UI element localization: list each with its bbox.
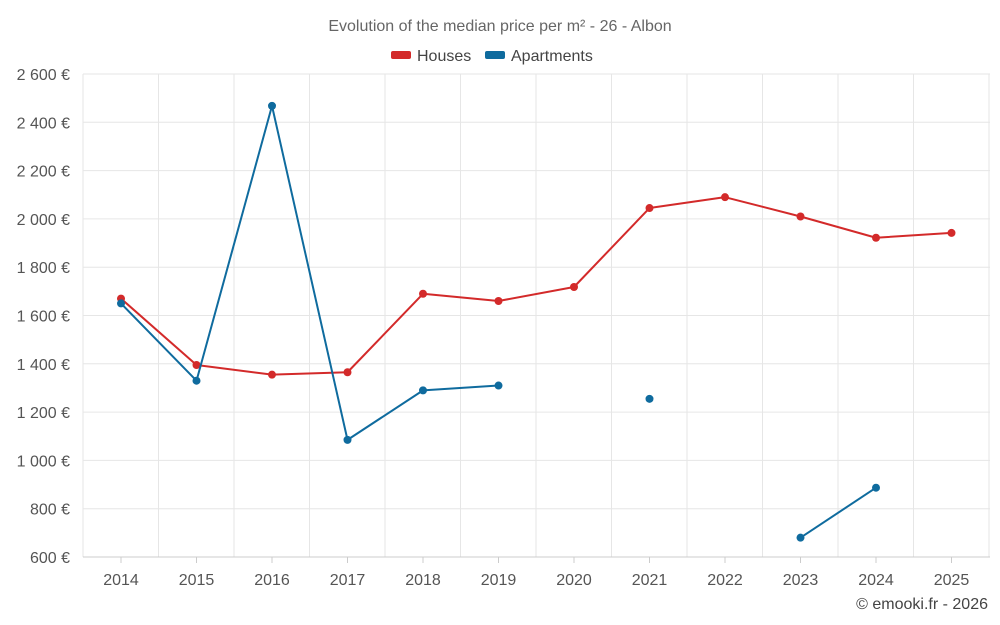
y-tick-label: 2 200 € — [17, 164, 70, 181]
data-point-apartments[interactable] — [872, 483, 880, 492]
legend: Houses Apartments — [391, 48, 593, 65]
x-tick-label: 2016 — [254, 572, 290, 589]
data-point-houses[interactable] — [796, 212, 805, 221]
x-tick-label: 2015 — [179, 572, 215, 589]
data-point-apartments[interactable] — [494, 381, 503, 390]
legend-item-apartments[interactable]: Apartments — [485, 48, 593, 65]
y-tick-label: 1 800 € — [17, 260, 70, 277]
legend-swatch-houses — [391, 51, 411, 59]
x-tick-label: 2020 — [556, 572, 592, 589]
y-tick-label: 800 € — [30, 502, 70, 519]
data-point-apartments[interactable] — [117, 299, 125, 308]
data-point-houses[interactable] — [494, 297, 503, 306]
grid — [82, 73, 990, 558]
x-tick-label: 2025 — [934, 572, 970, 589]
data-point-houses[interactable] — [872, 233, 880, 242]
x-tick-label: 2021 — [632, 572, 668, 589]
y-tick-label: 2 600 € — [17, 67, 70, 84]
x-tick-label: 2017 — [330, 572, 366, 589]
data-point-apartments[interactable] — [796, 533, 805, 542]
data-point-houses[interactable] — [645, 204, 654, 213]
y-tick-label: 1 400 € — [17, 357, 70, 374]
y-tick-label: 600 € — [30, 550, 70, 567]
chart-title: Evolution of the median price per m² - 2… — [328, 18, 671, 35]
series-line-houses — [120, 196, 952, 376]
x-tick-label: 2023 — [783, 572, 819, 589]
data-point-houses[interactable] — [570, 283, 578, 292]
legend-label-houses: Houses — [417, 48, 471, 65]
data-point-apartments[interactable] — [419, 386, 427, 395]
data-point-houses[interactable] — [343, 368, 352, 377]
series — [117, 101, 956, 542]
credit-text: © emooki.fr - 2026 — [856, 596, 988, 613]
data-point-apartments[interactable] — [343, 435, 352, 444]
axes: 600 € 800 € 1 000 € 1 200 € 1 400 € 1 600 € 1 … — [17, 67, 990, 589]
data-point-houses[interactable] — [268, 370, 276, 379]
data-point-houses[interactable] — [192, 361, 201, 370]
data-point-houses[interactable] — [947, 228, 956, 237]
x-tick-label: 2014 — [103, 572, 139, 589]
series-line-apartments — [799, 486, 877, 539]
x-tick-label: 2024 — [858, 572, 894, 589]
x-tick-label: 2022 — [707, 572, 743, 589]
y-tick-label: 1 000 € — [17, 453, 70, 470]
legend-swatch-apartments — [485, 51, 505, 59]
x-tick-label: 2018 — [405, 572, 441, 589]
data-point-apartments[interactable] — [268, 101, 276, 110]
data-point-apartments[interactable] — [192, 376, 201, 385]
y-tick-label: 1 200 € — [17, 405, 70, 422]
y-tick-label: 2 000 € — [17, 212, 70, 229]
x-tick-label: 2019 — [481, 572, 517, 589]
series-houses — [117, 193, 956, 379]
data-point-apartments[interactable] — [645, 394, 654, 403]
legend-label-apartments: Apartments — [511, 48, 593, 65]
data-point-houses[interactable] — [721, 193, 729, 202]
series-line-apartments — [120, 104, 499, 441]
y-tick-label: 2 400 € — [17, 115, 70, 132]
data-point-houses[interactable] — [419, 289, 427, 298]
legend-item-houses[interactable]: Houses — [391, 48, 471, 65]
series-apartments — [117, 101, 880, 542]
y-tick-label: 1 600 € — [17, 309, 70, 326]
